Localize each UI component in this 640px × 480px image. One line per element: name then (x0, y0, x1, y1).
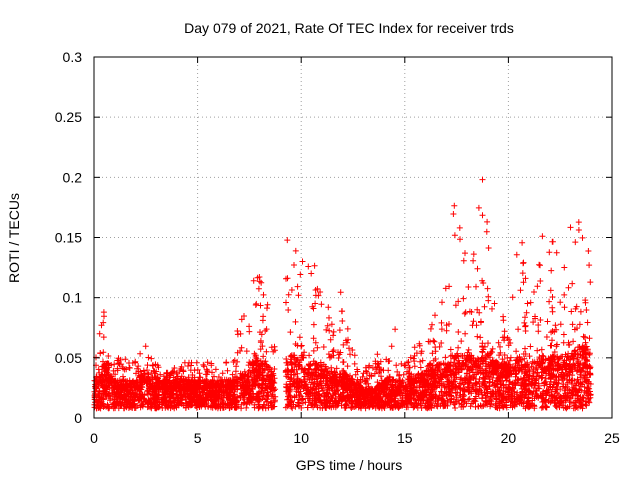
x-tick-label: 20 (501, 430, 517, 446)
x-tick-label: 15 (397, 430, 413, 446)
scatter-point-markers (91, 176, 594, 412)
x-axis-label: GPS time / hours (296, 457, 403, 473)
x-tick-label: 25 (604, 430, 620, 446)
y-axis-label: ROTI / TECUs (6, 193, 22, 283)
y-tick-label: 0.2 (63, 169, 83, 185)
axis-ticks (93, 56, 613, 419)
y-tick-label: 0.3 (63, 49, 83, 65)
x-tick-label: 5 (194, 430, 202, 446)
y-tick-label: 0.25 (55, 109, 82, 125)
y-tick-label: 0.15 (55, 230, 82, 246)
y-tick-label: 0 (74, 410, 82, 426)
data-points (91, 176, 594, 412)
x-tick-label: 0 (90, 430, 98, 446)
x-tick-label: 10 (293, 430, 309, 446)
x-tick-labels: 0 5 10 15 20 25 (90, 430, 620, 446)
y-tick-label: 0.05 (55, 350, 82, 366)
y-tick-labels: 0 0.05 0.1 0.15 0.2 0.25 0.3 (55, 49, 82, 426)
y-tick-label: 0.1 (63, 290, 83, 306)
chart-title: Day 079 of 2021, Rate Of TEC Index for r… (184, 20, 514, 36)
